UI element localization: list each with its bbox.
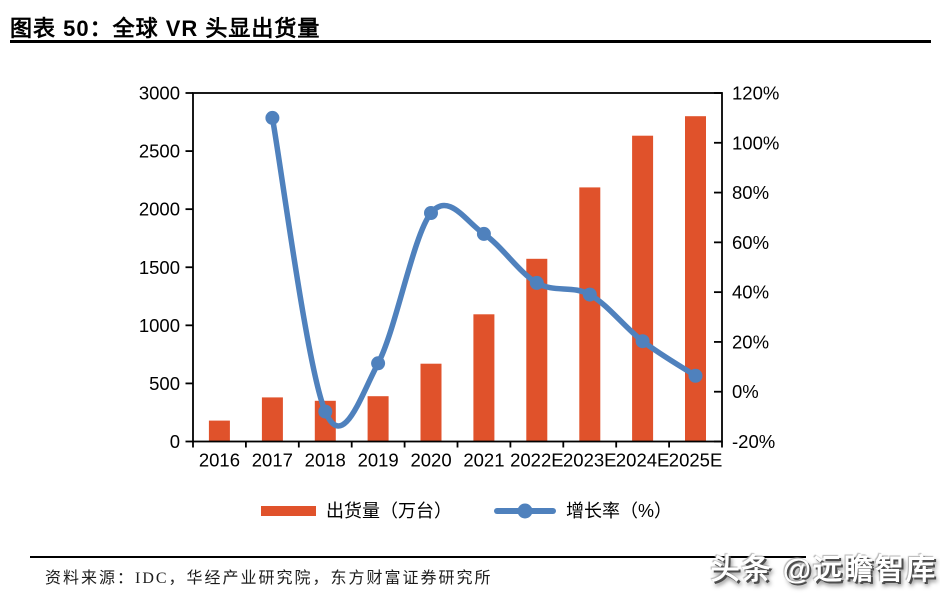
right-axis-label: 120%	[732, 83, 779, 104]
growth-point	[529, 275, 544, 290]
right-axis-label: 20%	[732, 331, 769, 352]
growth-point	[318, 404, 333, 419]
growth-point	[265, 110, 280, 125]
bar-2024E	[632, 135, 654, 442]
bar-2017	[261, 397, 283, 442]
right-axis-label: 80%	[732, 182, 769, 203]
bar-2019	[367, 396, 389, 442]
right-axis-label: 100%	[732, 132, 779, 153]
legend-item-growth: 增长率（%）	[494, 502, 672, 520]
left-axis-label: 3000	[139, 83, 180, 104]
bar-2021	[473, 314, 495, 442]
x-axis-label: 2018	[305, 450, 346, 471]
left-axis-label: 2000	[139, 199, 180, 220]
bar-2016	[208, 420, 230, 442]
footer-divider	[30, 556, 806, 558]
x-axis-label: 2016	[199, 450, 240, 471]
legend-bar-label: 出货量（万台）	[326, 501, 452, 521]
x-axis-label: 2019	[358, 450, 399, 471]
growth-point	[476, 226, 491, 241]
source-note: 资料来源：IDC，华经产业研究院，东方财富证券研究所	[45, 570, 493, 587]
x-axis-label: 2021	[463, 450, 504, 471]
x-axis-label: 2022E	[510, 450, 564, 471]
legend-line-label: 增长率（%）	[566, 501, 673, 521]
x-axis-label: 2017	[252, 450, 293, 471]
right-axis-label: 40%	[732, 282, 769, 303]
growth-point	[424, 206, 438, 220]
x-axis-label: 2025E	[669, 450, 723, 471]
line-marker-icon	[517, 503, 533, 519]
x-axis-label: 2023E	[563, 450, 617, 471]
x-axis-label: 2020	[410, 450, 451, 471]
legend-item-shipments: 出货量（万台）	[261, 502, 452, 520]
bar-2025E	[685, 116, 706, 442]
bar-2020	[420, 363, 442, 442]
right-axis-label: 60%	[732, 232, 769, 253]
growth-point	[371, 356, 386, 371]
line-series-swatch	[494, 503, 556, 519]
bar-2022E	[526, 258, 548, 442]
toutiao-watermark: 头条 @远瞻智库	[710, 554, 937, 586]
chart-title: 图表 50：全球 VR 头显出货量	[10, 16, 321, 41]
left-axis-label: 500	[149, 373, 180, 394]
right-axis-label: 0%	[732, 381, 759, 402]
left-axis-label: 0	[170, 431, 180, 452]
x-axis-label: 2024E	[616, 450, 670, 471]
bar-series-swatch	[261, 506, 316, 516]
growth-point	[635, 334, 650, 349]
left-axis-label: 1500	[139, 257, 180, 278]
growth-point	[582, 287, 597, 302]
title-divider	[10, 40, 931, 43]
growth-line	[269, 115, 699, 429]
left-axis-label: 1000	[139, 315, 180, 336]
right-axis-label: -20%	[732, 431, 775, 452]
chart-legend: 出货量（万台） 增长率（%）	[261, 502, 672, 520]
left-axis-label: 2500	[139, 141, 180, 162]
growth-point	[688, 368, 703, 383]
bar-2023E	[579, 187, 601, 442]
